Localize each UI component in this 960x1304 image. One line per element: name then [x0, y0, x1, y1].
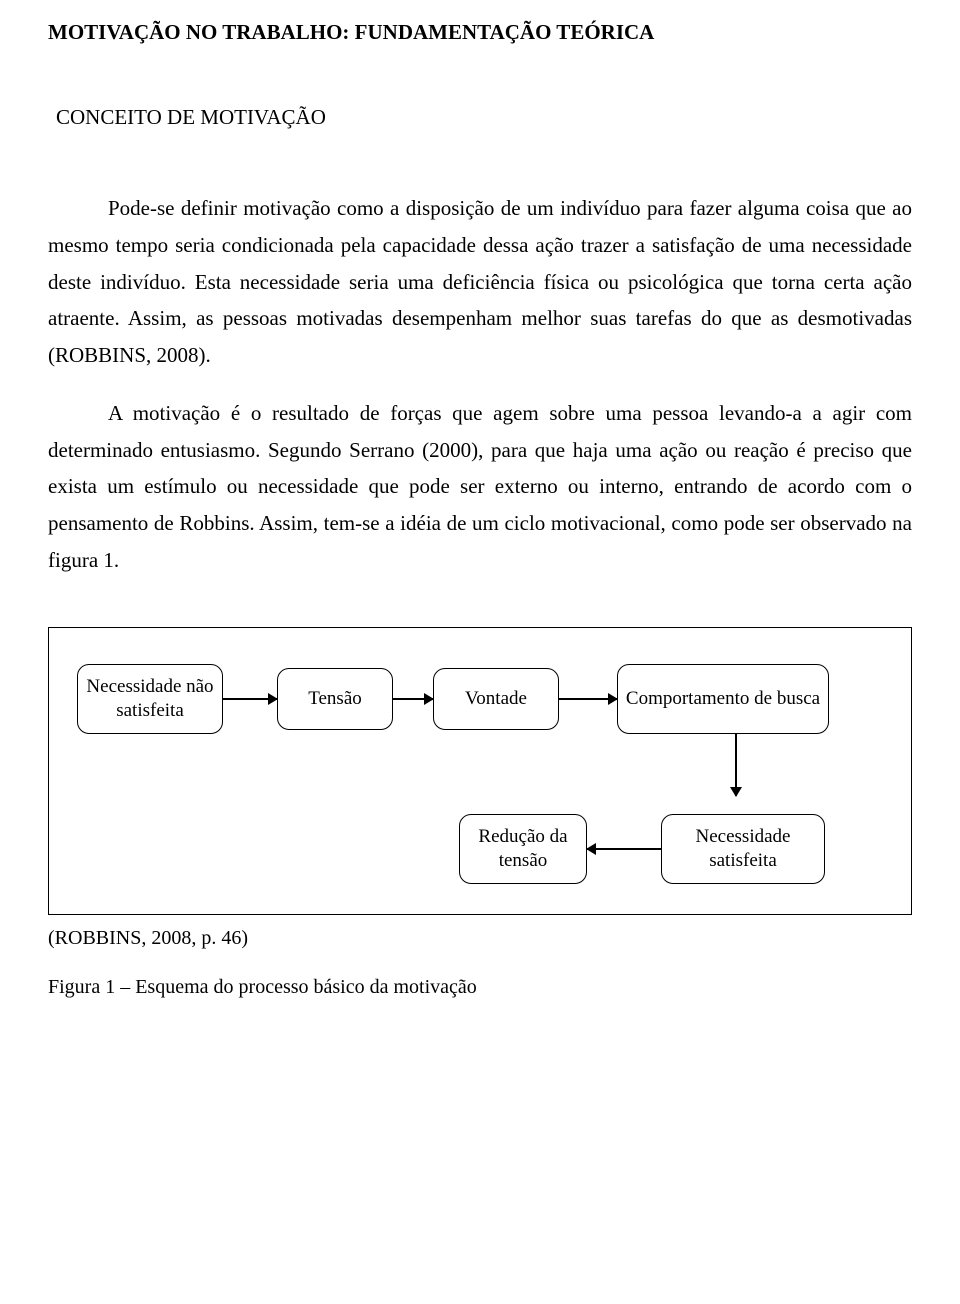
- figure-caption: Figura 1 – Esquema do processo básico da…: [48, 976, 912, 999]
- arrow-down-1: [77, 734, 883, 796]
- section-subtitle: CONCEITO DE MOTIVAÇÃO: [48, 105, 912, 130]
- page-title: MOTIVAÇÃO NO TRABALHO: FUNDAMENTAÇÃO TEÓ…: [48, 20, 912, 45]
- diagram-row-1: Necessidade não satisfeita Tensão Vontad…: [77, 664, 883, 734]
- arrow-right-2: [393, 698, 433, 700]
- node-will: Vontade: [433, 668, 559, 730]
- node-need-satisfied: Necessidade satisfeita: [661, 814, 825, 884]
- diagram-row-2: Redução da tensão Necessidade satisfeita: [77, 814, 883, 884]
- arrow-right-3: [559, 698, 617, 700]
- diagram-frame: Necessidade não satisfeita Tensão Vontad…: [48, 627, 912, 915]
- node-reduce-tension: Redução da tensão: [459, 814, 587, 884]
- document-page: MOTIVAÇÃO NO TRABALHO: FUNDAMENTAÇÃO TEÓ…: [0, 0, 960, 1039]
- paragraph-2: A motivação é o resultado de forças que …: [48, 395, 912, 579]
- arrow-right-1: [223, 698, 277, 700]
- node-behavior: Comportamento de busca: [617, 664, 829, 734]
- node-tension: Tensão: [277, 668, 393, 730]
- paragraph-1: Pode-se definir motivação como a disposi…: [48, 190, 912, 374]
- arrow-left-1: [587, 848, 661, 850]
- node-need-unsatisfied: Necessidade não satisfeita: [77, 664, 223, 734]
- figure-citation: (ROBBINS, 2008, p. 46): [48, 927, 912, 950]
- figure-1-diagram: Necessidade não satisfeita Tensão Vontad…: [48, 627, 912, 999]
